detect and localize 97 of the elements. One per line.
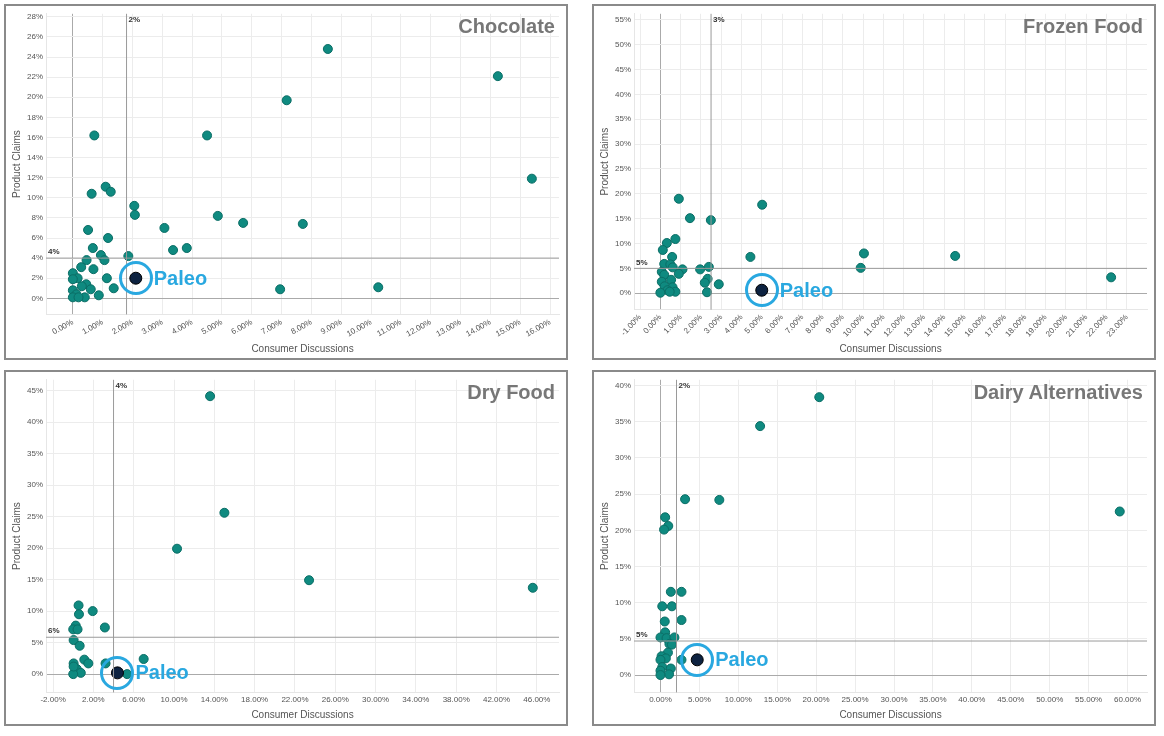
y-tick-label: 35% xyxy=(27,448,44,458)
y-tick-label: 6% xyxy=(31,233,44,243)
x-tick-label: 20.00% xyxy=(802,695,830,705)
y-tick-label: 40% xyxy=(27,417,44,427)
y-tick-label: 25% xyxy=(615,489,632,499)
y-tick-label: 0% xyxy=(31,669,44,679)
chart-title: Dry Food xyxy=(467,381,555,404)
y-tick-label: 20% xyxy=(615,525,632,535)
y-tick-label: 0% xyxy=(31,293,44,303)
x-tick-label: 10.00% xyxy=(724,695,752,705)
y-tick-label: 5% xyxy=(619,263,632,273)
chart-title: Chocolate xyxy=(458,15,555,38)
ref-line-label: 2% xyxy=(678,381,691,390)
series-label: Paleo xyxy=(135,661,189,684)
y-tick-label: 30% xyxy=(615,453,632,463)
x-axis-title: Consumer Discussions xyxy=(839,708,942,720)
ref-line-label: 2% xyxy=(128,15,141,24)
x-axis-title: Consumer Discussions xyxy=(251,342,354,354)
x-tick-label: 34.00% xyxy=(402,695,430,705)
x-tick-label: 5.00% xyxy=(688,695,711,705)
x-tick-label: 25.00% xyxy=(841,695,869,705)
x-tick-label: 18.00% xyxy=(241,695,269,705)
y-tick-label: 4% xyxy=(31,253,44,263)
y-tick-label: 40% xyxy=(615,89,632,99)
x-tick-label: 38.00% xyxy=(442,695,470,705)
y-tick-label: 50% xyxy=(615,39,632,49)
series-label: Paleo xyxy=(779,278,834,301)
y-tick-label: 14% xyxy=(27,152,44,162)
y-tick-label: 5% xyxy=(31,637,44,647)
y-tick-label: 28% xyxy=(27,12,44,22)
y-tick-label: 25% xyxy=(27,511,44,521)
ref-line-label: 3% xyxy=(713,15,725,24)
y-tick-label: 0% xyxy=(619,288,632,298)
ref-line-label: 6% xyxy=(48,626,60,636)
x-tick-label: 2.00% xyxy=(82,695,105,705)
x-tick-label: 22.00% xyxy=(281,695,309,705)
ref-line-label: 5% xyxy=(636,257,648,267)
x-tick-label: 15.00% xyxy=(763,695,791,705)
ref-line-label: 4% xyxy=(48,247,60,257)
y-tick-label: 24% xyxy=(27,52,44,62)
y-tick-label: 45% xyxy=(27,385,44,395)
x-tick-label: 30.00% xyxy=(362,695,390,705)
y-tick-label: 15% xyxy=(615,561,632,571)
y-tick-label: 10% xyxy=(27,192,44,202)
x-tick-label: 60.00% xyxy=(1113,695,1142,705)
x-tick-label: 4.00% xyxy=(170,317,195,337)
y-tick-label: 18% xyxy=(27,112,44,122)
y-tick-label: 10% xyxy=(615,238,632,248)
x-tick-label: 46.00% xyxy=(523,695,551,705)
x-tick-label: 40.00% xyxy=(958,695,986,705)
x-tick-label: 42.00% xyxy=(482,695,511,705)
y-tick-label: 30% xyxy=(615,139,632,149)
y-tick-label: 10% xyxy=(27,606,44,616)
x-tick-label: 26.00% xyxy=(321,695,349,705)
y-tick-label: 30% xyxy=(27,480,44,490)
ref-line-label: 4% xyxy=(115,381,128,390)
y-tick-label: 26% xyxy=(27,32,44,42)
x-tick-label: 35.00% xyxy=(919,695,947,705)
y-tick-label: 0% xyxy=(619,670,632,680)
y-tick-label: 12% xyxy=(27,172,44,182)
y-tick-label: 15% xyxy=(615,213,632,223)
x-axis-title: Consumer Discussions xyxy=(839,342,942,354)
series-label: Paleo xyxy=(153,266,208,289)
x-tick-label: 30.00% xyxy=(880,695,908,705)
y-axis-title: Product Claims xyxy=(10,130,22,199)
chart-title: Frozen Food xyxy=(1023,15,1143,38)
x-tick-label: 0.00% xyxy=(649,695,672,705)
y-tick-label: 8% xyxy=(31,213,44,223)
y-axis-title: Product Claims xyxy=(598,502,610,571)
x-tick-label: 50.00% xyxy=(1036,695,1064,705)
x-tick-label: 10.00% xyxy=(160,695,188,705)
y-tick-label: 45% xyxy=(615,64,632,74)
y-tick-label: 16% xyxy=(27,132,44,142)
y-tick-label: 55% xyxy=(615,14,632,24)
y-axis-title: Product Claims xyxy=(10,502,22,571)
series-label: Paleo xyxy=(715,648,769,671)
ref-line-label: 5% xyxy=(636,630,648,640)
y-tick-label: 20% xyxy=(27,543,44,553)
y-tick-label: 5% xyxy=(619,634,632,644)
x-tick-label: 45.00% xyxy=(997,695,1025,705)
y-tick-label: 40% xyxy=(615,380,632,390)
x-tick-label: -2.00% xyxy=(40,695,66,705)
y-tick-label: 15% xyxy=(27,574,44,584)
y-axis-title: Product Claims xyxy=(598,127,610,196)
y-tick-label: 20% xyxy=(615,188,632,198)
x-tick-label: 55.00% xyxy=(1075,695,1103,705)
y-tick-label: 25% xyxy=(615,164,632,174)
x-tick-label: 14.00% xyxy=(200,695,228,705)
y-tick-label: 20% xyxy=(27,92,44,102)
y-tick-label: 10% xyxy=(615,597,632,607)
x-tick-label: 6.00% xyxy=(122,695,146,705)
y-tick-label: 35% xyxy=(615,416,632,426)
chart-title: Dairy Alternatives xyxy=(973,381,1143,404)
x-axis-title: Consumer Discussions xyxy=(251,708,354,720)
y-tick-label: 22% xyxy=(27,72,44,82)
y-tick-label: 35% xyxy=(615,114,632,124)
y-tick-label: 2% xyxy=(31,273,44,283)
